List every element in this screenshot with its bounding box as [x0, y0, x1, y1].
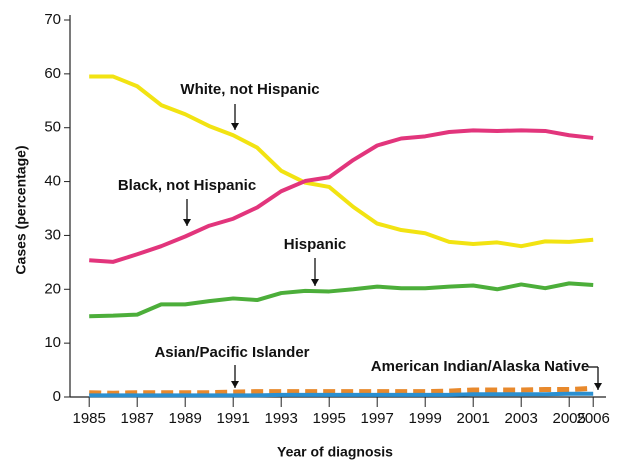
- series-line: [89, 128, 594, 264]
- x-tick-label: 2001: [457, 410, 490, 427]
- y-tick-label: 30: [44, 226, 61, 243]
- x-tick-label: 1985: [73, 410, 106, 427]
- series-line: [89, 385, 594, 396]
- x-tick-label: 1991: [217, 410, 250, 427]
- x-tick-label: 1999: [409, 410, 442, 427]
- x-tick-label: 2003: [505, 410, 538, 427]
- y-tick-label: 40: [44, 173, 61, 190]
- series-label: Asian/Pacific Islander: [154, 344, 309, 361]
- x-tick-label: 1989: [169, 410, 202, 427]
- y-tick-label: 0: [53, 388, 61, 405]
- y-tick-label: 10: [44, 334, 61, 351]
- x-tick-label: 2006: [577, 410, 610, 427]
- x-tick-label: 1997: [361, 410, 394, 427]
- x-tick-label: 1995: [313, 410, 346, 427]
- series-label: American Indian/Alaska Native: [371, 358, 589, 375]
- series-label: Black, not Hispanic: [118, 177, 256, 194]
- arrow-head: [231, 381, 239, 388]
- arrow-head: [231, 123, 239, 130]
- series-line: [89, 391, 594, 398]
- arrow-head: [594, 383, 602, 390]
- x-tick-label: 1993: [265, 410, 298, 427]
- y-axis-title: Cases (percentage): [13, 145, 29, 274]
- series-line: [89, 74, 594, 249]
- y-tick-label: 70: [44, 11, 61, 28]
- x-tick-label: 2005: [553, 410, 586, 427]
- x-axis-title: Year of diagnosis: [277, 444, 393, 460]
- y-tick-label: 60: [44, 65, 61, 82]
- arrow-head: [183, 219, 191, 226]
- y-tick-label: 20: [44, 280, 61, 297]
- series-label: Hispanic: [284, 236, 347, 253]
- y-tick-label: 50: [44, 119, 61, 136]
- series-line: [89, 281, 594, 319]
- arrow-head: [311, 279, 319, 286]
- x-tick-label: 1987: [121, 410, 154, 427]
- series-label: White, not Hispanic: [180, 81, 319, 98]
